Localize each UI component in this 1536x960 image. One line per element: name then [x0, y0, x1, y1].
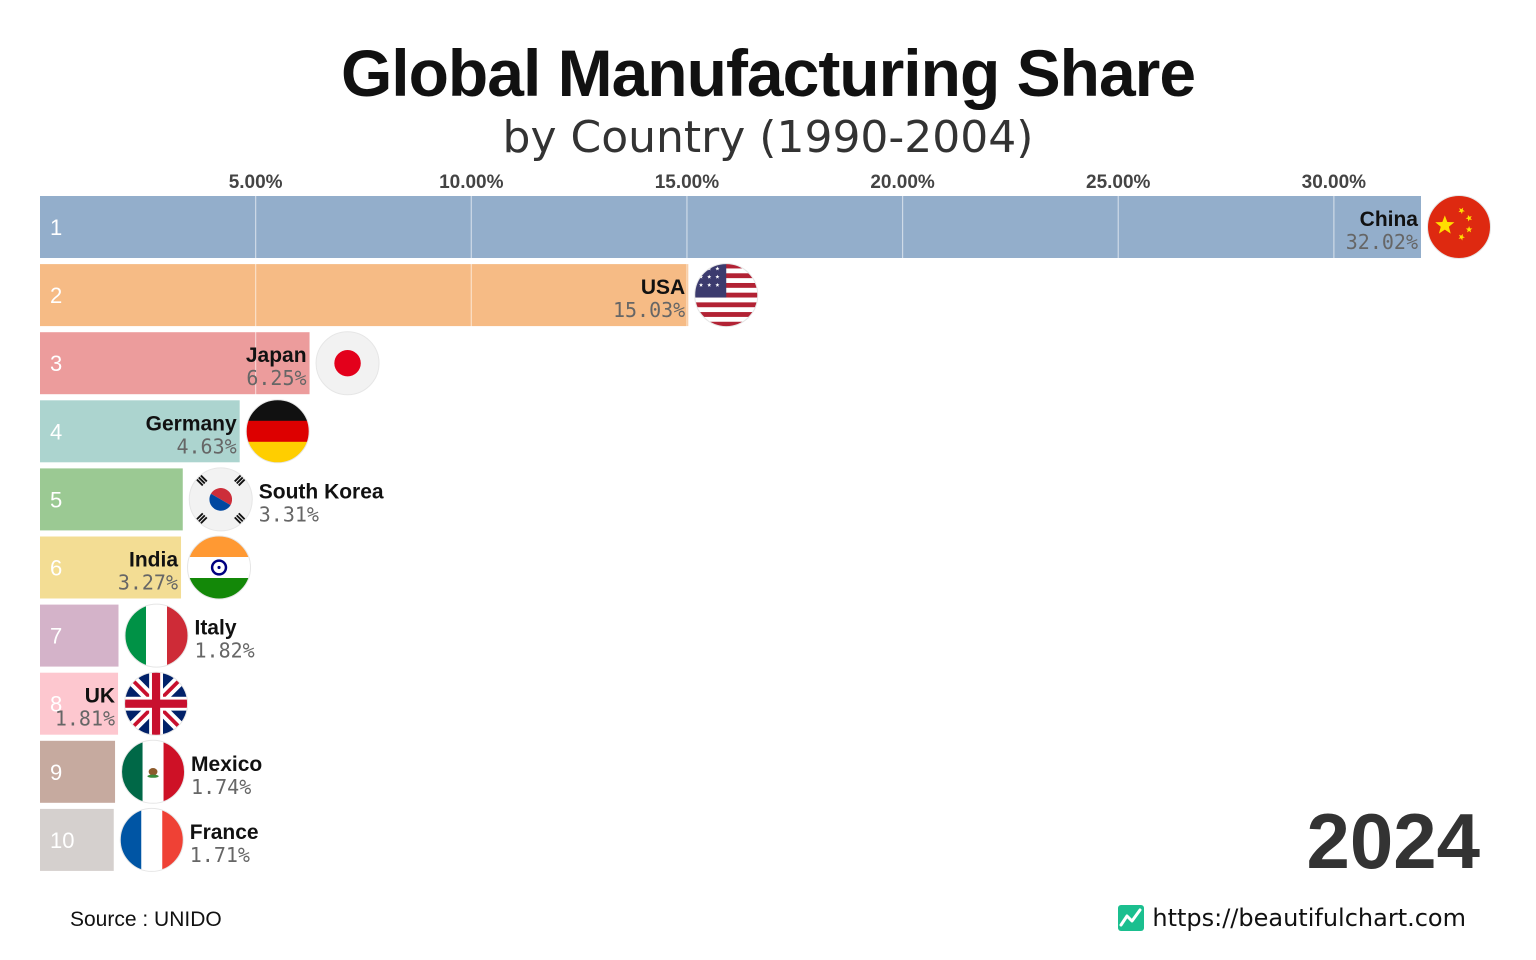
south-korea-flag-icon	[188, 467, 253, 532]
rank-label: 7	[50, 624, 62, 649]
chart-subtitle: by Country (1990-2004)	[502, 112, 1034, 163]
rank-label: 10	[50, 828, 74, 853]
x-tick-label: 30.00%	[1302, 172, 1367, 193]
value-label: 4.63%	[176, 434, 236, 458]
china-flag-icon	[1427, 195, 1491, 259]
year-label: 2024	[1306, 797, 1480, 885]
rank-label: 8	[50, 692, 62, 717]
rank-label: 3	[50, 351, 62, 376]
usa-flag-icon	[694, 263, 759, 328]
value-label: 1.82%	[194, 639, 254, 663]
source-label: Source : UNIDO	[70, 908, 222, 931]
chart-title: Global Manufacturing Share	[340, 36, 1196, 110]
bar-india	[40, 536, 182, 599]
x-tick-label: 25.00%	[1086, 172, 1151, 193]
bar-mexico	[40, 740, 116, 803]
germany-flag-icon	[245, 399, 310, 464]
country-label: China	[1360, 208, 1419, 231]
value-label: 15.03%	[613, 298, 685, 322]
value-label: 3.27%	[118, 571, 178, 595]
uk-flag-icon	[124, 671, 189, 736]
india-flag-icon	[187, 535, 252, 600]
bar-germany	[40, 400, 240, 463]
bar-south-korea	[40, 468, 183, 531]
x-tick-label: 5.00%	[229, 172, 283, 193]
italy-flag-icon	[124, 603, 189, 668]
rank-label: 2	[50, 283, 62, 308]
bar-italy	[40, 604, 119, 667]
rank-label: 6	[50, 556, 62, 581]
country-label: USA	[641, 276, 685, 299]
x-tick-label: 15.00%	[655, 172, 720, 193]
country-label: South Korea	[259, 480, 384, 503]
japan-flag-icon	[315, 331, 380, 396]
rank-label: 1	[50, 215, 62, 240]
bar-france	[40, 808, 114, 871]
bar-japan	[40, 332, 310, 395]
country-label: Mexico	[191, 753, 262, 776]
bar-uk	[40, 672, 119, 735]
value-label: 1.74%	[191, 775, 251, 799]
mexico-flag-icon	[121, 739, 186, 804]
country-label: Germany	[146, 412, 237, 435]
credit-link[interactable]: https://beautifulchart.com	[1118, 904, 1466, 932]
x-tick-label: 20.00%	[870, 172, 935, 193]
rank-label: 4	[50, 419, 62, 444]
value-label: 3.31%	[259, 502, 319, 526]
country-label: France	[190, 821, 259, 844]
france-flag-icon	[119, 807, 184, 872]
country-label: Italy	[194, 617, 236, 640]
value-label: 32.02%	[1346, 230, 1418, 254]
country-label: India	[129, 549, 178, 572]
credit-url: https://beautifulchart.com	[1152, 904, 1466, 932]
value-label: 1.81%	[55, 707, 115, 731]
value-label: 1.71%	[190, 843, 250, 867]
value-label: 6.25%	[246, 366, 306, 390]
x-tick-label: 10.00%	[439, 172, 504, 193]
bar-usa	[40, 264, 689, 327]
rank-label: 9	[50, 760, 62, 785]
country-label: Japan	[246, 344, 307, 367]
rank-label: 5	[50, 487, 62, 512]
bar-china	[40, 196, 1421, 258]
chart-logo-icon	[1118, 905, 1145, 931]
country-label: UK	[85, 685, 115, 708]
